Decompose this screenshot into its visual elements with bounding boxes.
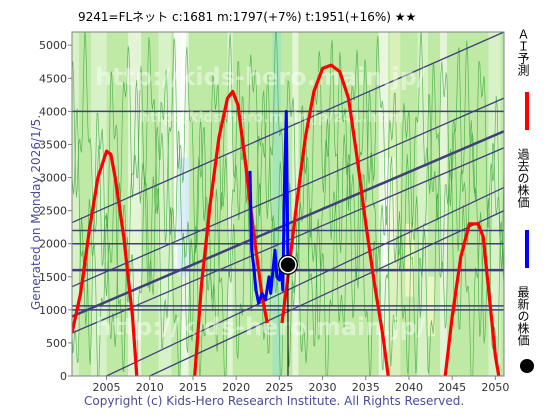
legend-swatch (520, 359, 534, 373)
latest-point-marker-inner (279, 256, 297, 274)
plot-frame (71, 31, 505, 377)
x-axis: 2005 2010 2015 2020 2025 2030 2035 2040 2045 2050 (93, 376, 509, 394)
y-tick-label: 1500 (39, 271, 67, 284)
x-tick-label: 2035 (352, 381, 380, 394)
background-band (72, 32, 79, 376)
texture-line (72, 32, 504, 376)
y-tick-label: 4500 (39, 72, 67, 85)
x-tick-label: 2015 (179, 381, 207, 394)
x-tick-label: 2045 (438, 381, 466, 394)
ai-forecast-line-2 (193, 89, 269, 376)
x-tick-label: 2010 (136, 381, 164, 394)
y-axis: 0 500 1000 1500 2000 2500 3000 3500 4000 4500 5000 (39, 39, 72, 383)
latest-point-group (278, 254, 298, 376)
x-tick-label: 2050 (481, 381, 509, 394)
generated-date-label: Generated on Monday 2026/1/5. (29, 115, 43, 310)
y-tick-label: 5000 (39, 39, 67, 52)
y-tick-label: 2000 (39, 238, 67, 251)
background-band (227, 32, 233, 376)
ai-forecast-line-1 (72, 149, 139, 376)
x-tick-label: 2020 (222, 381, 250, 394)
trend-line (72, 32, 504, 224)
y-tick-label: 4000 (39, 105, 67, 118)
y-tick-label: 3000 (39, 172, 67, 185)
x-tick-label: 2005 (93, 381, 121, 394)
trend-line (149, 210, 504, 376)
trend-line (106, 186, 504, 376)
background-band (405, 223, 415, 297)
y-tick-label: 500 (46, 337, 67, 350)
watermark-text: http://kids-hero.main.jp/ (95, 63, 426, 91)
y-tick-label: 0 (60, 370, 67, 383)
background-band (272, 32, 282, 376)
background-band (389, 32, 401, 376)
watermark-text-small: http://kids-hero.main.jp/241.html (140, 110, 403, 126)
legend-label: 最新の株価 (516, 286, 530, 346)
watermark-text-bottom: http://kids-hero.main.jp/ (95, 313, 426, 341)
background-band (440, 32, 447, 376)
x-tick-label: 2040 (395, 381, 423, 394)
y-tick-label: 1000 (39, 304, 67, 317)
copyright-text: Copyright (c) Kids-Hero Research Institu… (84, 394, 464, 408)
y-tick-label: 2500 (39, 205, 67, 218)
watermark: http://kids-hero.main.jp/ http://kids-he… (95, 63, 426, 341)
x-tick-label: 2025 (265, 381, 293, 394)
ai-forecast-line-4 (443, 222, 501, 376)
x-tick-label: 2030 (309, 381, 337, 394)
legend-label: 過去の株価 (516, 148, 530, 208)
background-band (91, 32, 107, 376)
chart-title: 9241=FLネット c:1681 m:1797(+7%) t:1951(+16… (78, 10, 416, 24)
legend-label: ＡＩ予測 (516, 28, 530, 77)
background-band (417, 32, 428, 376)
ai-forecast-line-3 (280, 63, 390, 376)
y-tick-label: 3500 (39, 138, 67, 151)
